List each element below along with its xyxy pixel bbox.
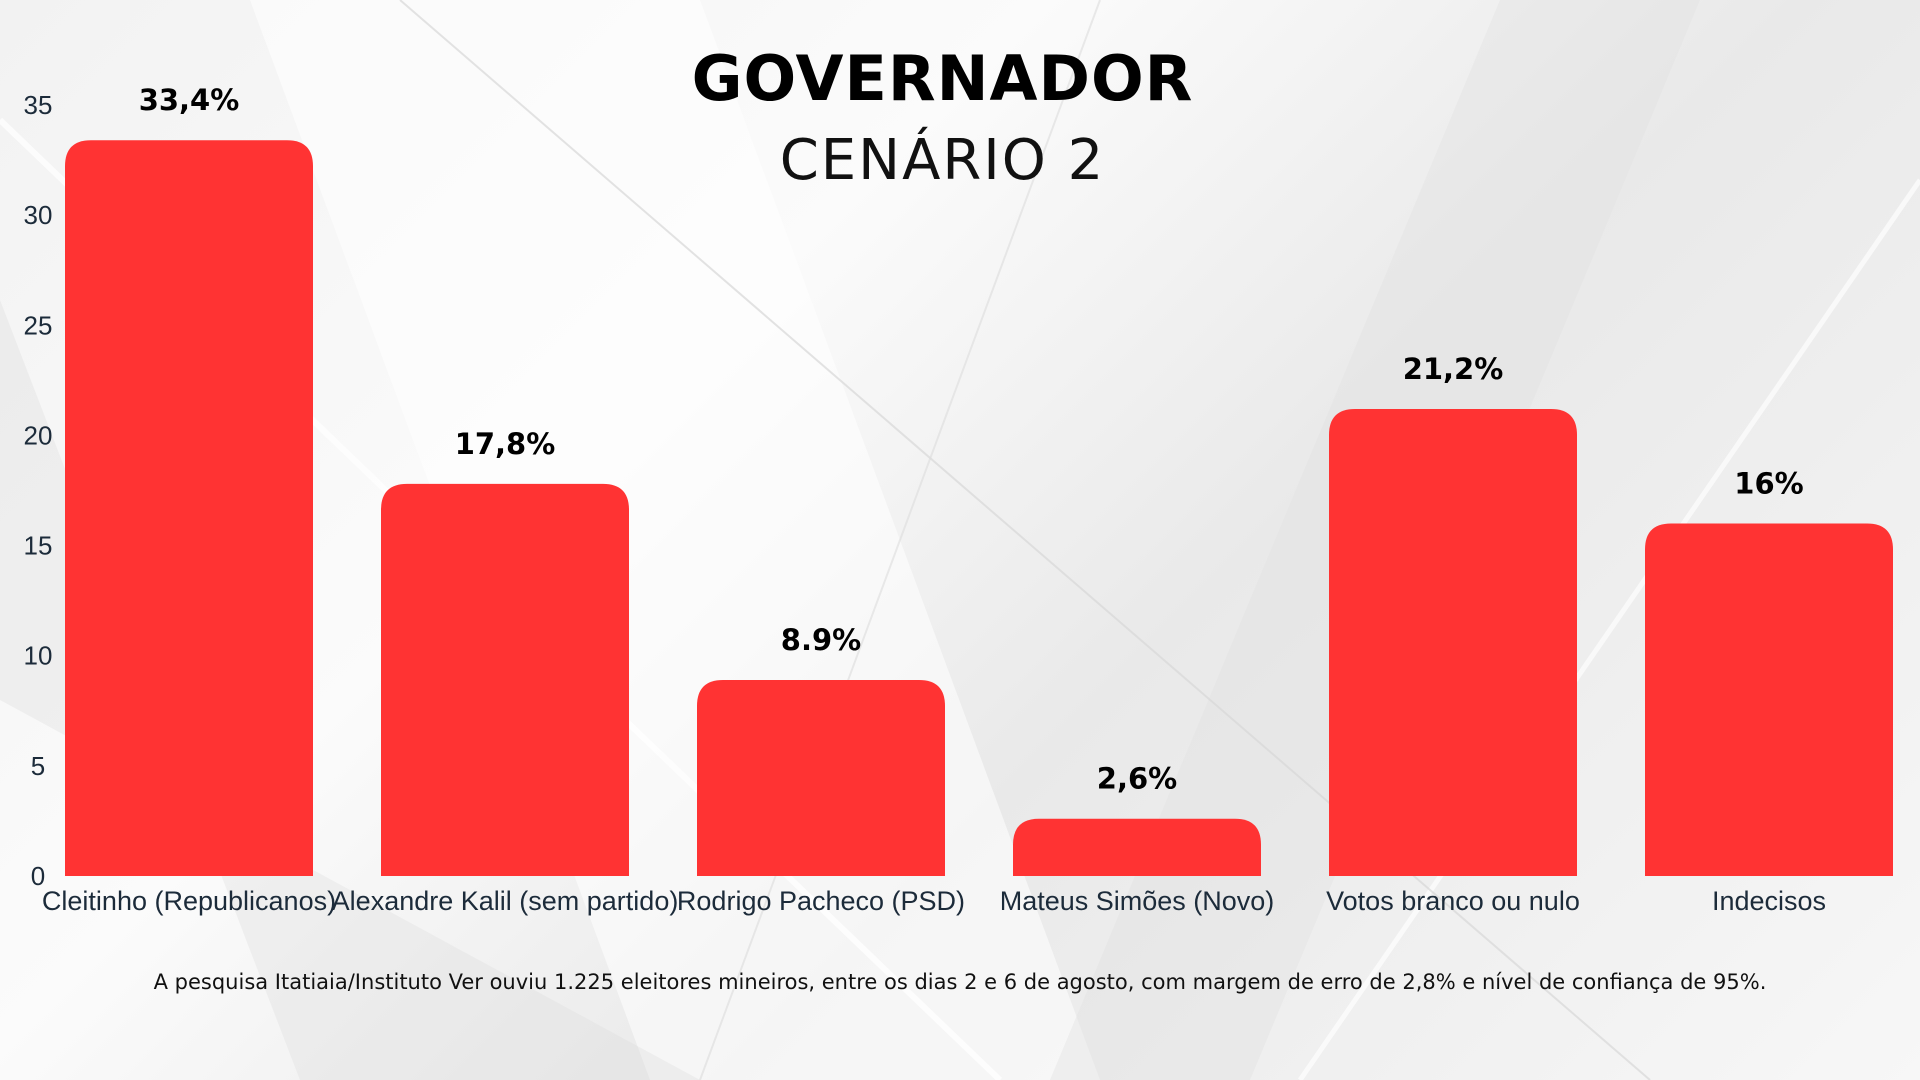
category-label: Votos branco ou nulo (1326, 886, 1580, 916)
data-label: 8.9% (781, 623, 861, 657)
bar (381, 483, 629, 876)
category-label: Rodrigo Pacheco (PSD) (677, 886, 965, 916)
y-tick-label: 20 (24, 420, 53, 450)
y-tick-label: 25 (24, 310, 53, 340)
bars (65, 140, 1893, 876)
data-labels: 33,4% 17,8% 8.9% 2,6% 21,2% 16% (139, 83, 1804, 795)
bar (1645, 523, 1893, 876)
category-labels: Cleitinho (Republicanos)Alexandre Kalil … (42, 886, 1826, 916)
bar (65, 140, 313, 876)
data-label: 17,8% (455, 427, 556, 461)
y-tick-label: 10 (24, 641, 53, 671)
bar (1329, 408, 1577, 876)
y-axis-ticks: 0 5 10 15 20 25 30 35 (24, 90, 53, 891)
category-label: Indecisos (1712, 886, 1826, 916)
data-label: 21,2% (1403, 352, 1504, 386)
y-tick-label: 0 (31, 861, 45, 891)
chart-title: GOVERNADOR (691, 42, 1194, 115)
y-tick-label: 15 (24, 531, 53, 561)
y-tick-label: 30 (24, 200, 53, 230)
footnote: A pesquisa Itatiaia/Instituto Ver ouviu … (153, 970, 1767, 994)
data-label: 33,4% (139, 83, 240, 117)
category-label: Alexandre Kalil (sem partido) (332, 886, 679, 916)
bar (697, 679, 945, 876)
y-tick-label: 5 (31, 751, 45, 781)
category-label: Mateus Simões (Novo) (1000, 886, 1275, 916)
y-tick-label: 35 (24, 90, 53, 120)
chart-subtitle: CENÁRIO 2 (779, 128, 1106, 193)
data-label: 2,6% (1097, 762, 1177, 796)
category-label: Cleitinho (Republicanos) (42, 886, 336, 916)
data-label: 16% (1734, 467, 1803, 501)
bar (1013, 818, 1261, 876)
